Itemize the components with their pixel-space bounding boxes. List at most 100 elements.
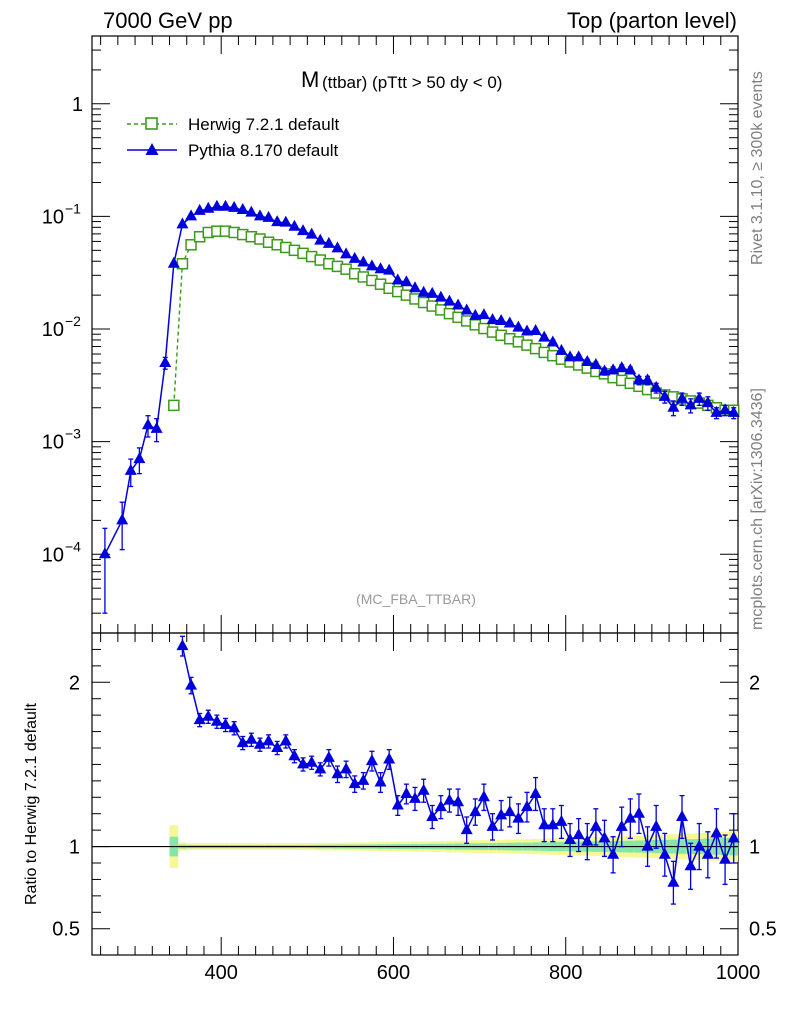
ratio-pythia-point — [443, 793, 456, 805]
pythia-point — [503, 316, 516, 328]
x-tick-label: 1000 — [716, 962, 761, 984]
ratio-pythia-point — [391, 798, 404, 810]
legend-pythia-marker — [145, 143, 159, 155]
pythia-point — [520, 324, 533, 336]
pythia-point — [452, 298, 465, 310]
header-left: 7000 GeV pp — [103, 8, 233, 33]
legend-herwig-marker — [145, 117, 158, 130]
ratio-ylabel: Ratio to Herwig 7.2.1 default — [23, 703, 40, 905]
pythia-point — [727, 405, 740, 417]
ratio-pythia-point — [684, 859, 697, 871]
y-tick-exponent: −3 — [65, 426, 81, 442]
ratio-pythia-point — [495, 808, 508, 820]
pythia-point — [245, 205, 258, 217]
ratio-pythia-point — [693, 839, 706, 851]
ratio-pythia-point — [245, 732, 258, 744]
pythia-point — [581, 354, 594, 366]
ratio-pythia-point — [305, 755, 318, 767]
y-tick-exponent: −4 — [65, 538, 81, 554]
pythia-point — [253, 209, 266, 221]
pythia-point — [141, 418, 154, 430]
ratio-pythia-point — [486, 819, 499, 831]
y-tick-label: 1 — [72, 94, 83, 116]
pythia-point — [512, 320, 525, 332]
ratio-pythia-point — [624, 811, 637, 823]
ratio-pythia-point — [357, 773, 370, 785]
pythia-point — [365, 259, 378, 271]
y-tick-exponent: −1 — [65, 200, 81, 216]
ratio-pythia-point — [340, 762, 353, 774]
pythia-point — [477, 308, 490, 320]
ratio-pythia-point — [400, 787, 413, 798]
ratio-pythia-point — [314, 762, 327, 774]
ratio-pythia-point — [632, 806, 645, 818]
y-tick-exponent: −2 — [65, 313, 81, 329]
legend-entry-herwig: Herwig 7.2.1 default — [127, 115, 339, 134]
pythia-point — [460, 303, 473, 315]
pythia-point — [133, 452, 146, 464]
pythia-point — [383, 263, 396, 275]
pythia-point — [443, 294, 456, 306]
pythia-point — [426, 286, 439, 298]
ratio-pythia-point — [460, 823, 473, 835]
pythia-point — [546, 335, 559, 347]
ratio-pythia-point — [434, 800, 447, 812]
ratio-pythia-point — [538, 818, 551, 830]
ratio-pythia-point — [228, 721, 241, 733]
ratio-pythia-point — [426, 810, 439, 821]
pythia-point — [228, 200, 241, 212]
ratio-pythia-point — [219, 718, 232, 729]
ratio-pythia-point — [185, 678, 198, 690]
ratio-pythia-point — [719, 852, 732, 864]
pythia-point — [288, 219, 301, 231]
pythia-point — [701, 396, 714, 408]
pythia-point — [357, 255, 370, 267]
pythia-point — [434, 290, 447, 302]
pythia-point — [340, 247, 353, 259]
ratio-pythia-point — [477, 790, 490, 802]
pythia-point — [650, 380, 663, 392]
x-tick-label: 800 — [549, 962, 582, 984]
ratio-y-tick-label-right: 2 — [749, 672, 760, 694]
ratio-pythia-point — [710, 826, 723, 838]
pythia-point — [176, 217, 189, 229]
pythia-point — [314, 233, 327, 245]
ratio-pythia-point — [469, 805, 482, 817]
ratio-pythia-point — [365, 754, 378, 766]
pythia-point — [676, 391, 689, 403]
pythia-point — [529, 324, 542, 336]
ratio-y-tick-label-right: 0.5 — [749, 919, 777, 941]
ratio-pythia-point — [409, 791, 421, 803]
pythia-point — [124, 463, 137, 475]
ratio-panel: 400 600 800 1000 0.5 0.5 1 1 2 2 Ratio to Herwig … — [23, 632, 777, 984]
pythia-point — [210, 199, 223, 211]
pythia-point — [538, 330, 551, 342]
pythia-point — [564, 350, 577, 362]
pythia-point — [391, 273, 404, 285]
pythia-point — [262, 210, 275, 222]
main-panel: 10 −410 −310 −210 −11 M (ttbar) (pTtt > 50 d… — [42, 35, 740, 634]
ratio-pythia-point — [555, 814, 568, 826]
ratio-series-group — [176, 635, 740, 905]
y-tick-label: 10 — [42, 432, 64, 454]
ratio-pythia-point — [615, 819, 628, 831]
ratio-pythia-point — [202, 709, 215, 721]
ratio-pythia-point — [546, 818, 559, 830]
ratio-pythia-point — [727, 831, 740, 843]
plot-title-sub: (ttbar) (pTtt > 50 dy < 0) — [322, 73, 502, 92]
pythia-point — [271, 215, 284, 227]
pythia-point — [185, 209, 198, 221]
legend: Herwig 7.2.1 default Pythia 8.170 defaul… — [127, 115, 339, 160]
ratio-pythia-point — [271, 741, 284, 752]
ratio-pythia-point — [210, 714, 223, 726]
mcplots-label: mcplots.cern.ch [arXiv:1306.3436] — [749, 388, 766, 630]
watermark: (MC_FBA_TTBAR) — [356, 591, 476, 607]
x-tick-label: 600 — [377, 962, 410, 984]
ratio-pythia-point — [589, 819, 602, 831]
pythia-point — [572, 350, 585, 362]
main-series-group — [98, 199, 740, 614]
pythia-point — [400, 275, 413, 287]
ratio-pythia-point — [667, 875, 680, 887]
rivet-label: Rivet 3.1.10, ≥ 300k events — [749, 71, 766, 265]
